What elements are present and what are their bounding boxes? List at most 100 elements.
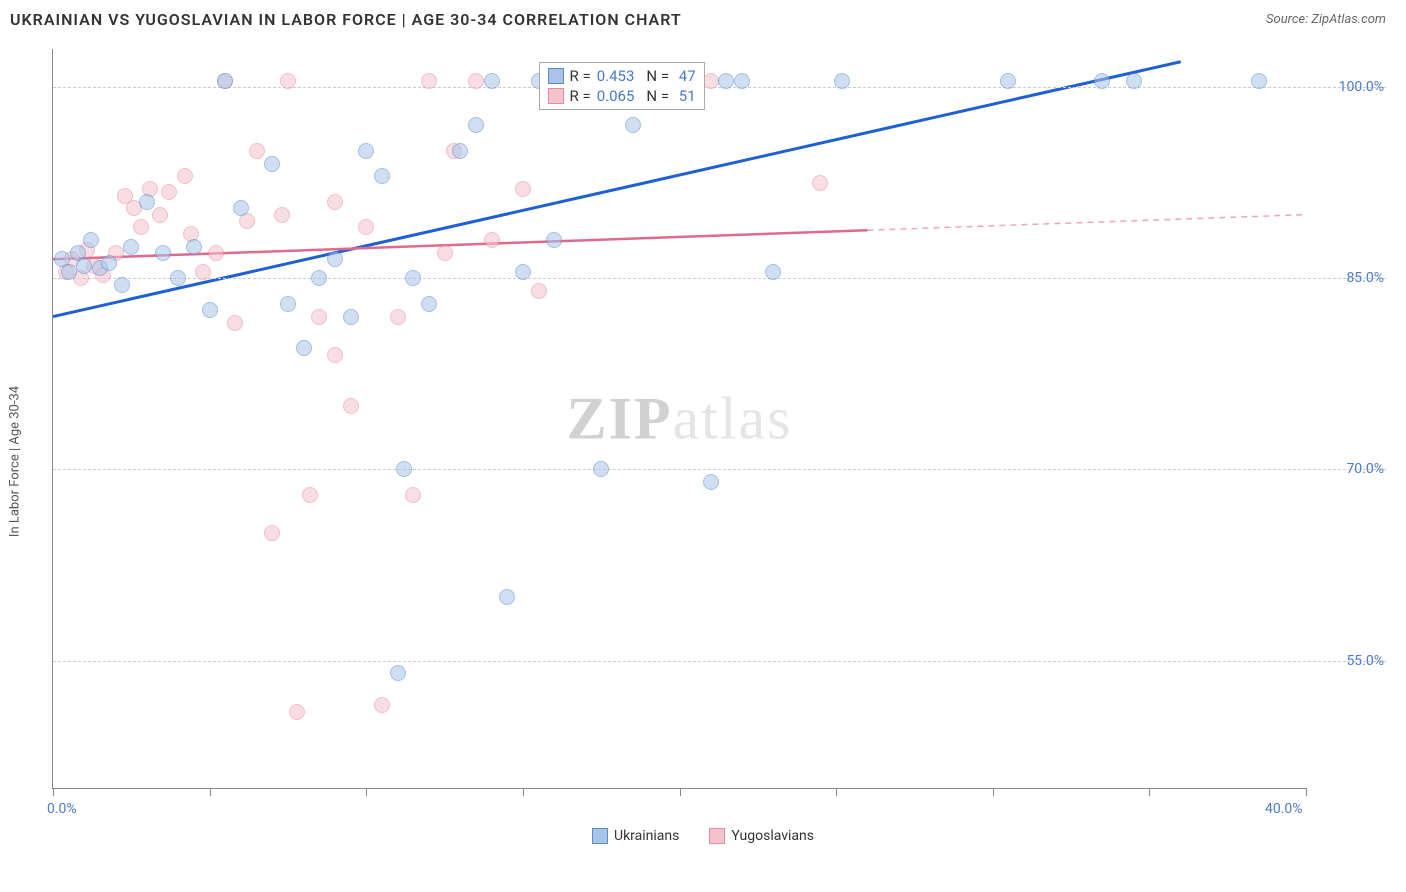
y-tick-label: 55.0% bbox=[1346, 653, 1384, 669]
n-value: 47 bbox=[675, 67, 696, 85]
scatter-point bbox=[421, 296, 437, 312]
scatter-point bbox=[61, 264, 77, 280]
scatter-point bbox=[123, 239, 139, 255]
x-tick bbox=[836, 788, 837, 796]
scatter-point bbox=[703, 474, 719, 490]
x-axis-label: 0.0% bbox=[47, 801, 77, 817]
scatter-point bbox=[515, 264, 531, 280]
scatter-point bbox=[133, 219, 149, 235]
scatter-point bbox=[531, 283, 547, 299]
scatter-point bbox=[1094, 73, 1110, 89]
x-tick bbox=[993, 788, 994, 796]
scatter-point bbox=[217, 73, 233, 89]
scatter-point bbox=[546, 232, 562, 248]
gridline-h bbox=[53, 661, 1386, 662]
scatter-point bbox=[421, 73, 437, 89]
scatter-point bbox=[484, 232, 500, 248]
x-tick bbox=[53, 788, 54, 796]
n-value: 51 bbox=[675, 87, 696, 105]
x-tick bbox=[1149, 788, 1150, 796]
x-axis-label: 40.0% bbox=[1265, 801, 1303, 817]
scatter-point bbox=[484, 73, 500, 89]
scatter-point bbox=[186, 239, 202, 255]
x-tick bbox=[210, 788, 211, 796]
scatter-point bbox=[264, 525, 280, 541]
legend-swatch bbox=[709, 828, 725, 844]
legend-swatch bbox=[548, 68, 564, 84]
scatter-point bbox=[405, 270, 421, 286]
scatter-point bbox=[515, 181, 531, 197]
scatter-point bbox=[311, 270, 327, 286]
legend-swatch bbox=[592, 828, 608, 844]
scatter-point bbox=[834, 73, 850, 89]
scatter-point bbox=[249, 143, 265, 159]
scatter-point bbox=[468, 73, 484, 89]
scatter-point bbox=[1000, 73, 1016, 89]
plot-area: ZIPatlas 55.0%70.0%85.0%100.0% R = 0.453… bbox=[52, 49, 1306, 789]
y-tick-label: 85.0% bbox=[1346, 270, 1384, 286]
scatter-point bbox=[765, 264, 781, 280]
scatter-point bbox=[101, 255, 117, 271]
scatter-point bbox=[139, 194, 155, 210]
y-axis-label: In Labor Force | Age 30-34 bbox=[8, 386, 23, 537]
chart-container: In Labor Force | Age 30-34 ZIPatlas 55.0… bbox=[10, 39, 1396, 869]
n-label: N = bbox=[646, 67, 669, 85]
scatter-point bbox=[327, 251, 343, 267]
scatter-point bbox=[152, 207, 168, 223]
scatter-point bbox=[593, 461, 609, 477]
gridline-h bbox=[53, 469, 1386, 470]
scatter-point bbox=[1251, 73, 1267, 89]
scatter-point bbox=[468, 117, 484, 133]
correlation-row: R = 0.065 N = 51 bbox=[548, 87, 696, 105]
x-tick bbox=[523, 788, 524, 796]
scatter-point bbox=[289, 704, 305, 720]
correlation-row: R = 0.453 N = 47 bbox=[548, 67, 696, 85]
scatter-point bbox=[358, 143, 374, 159]
scatter-point bbox=[177, 168, 193, 184]
r-value: 0.453 bbox=[597, 67, 635, 85]
y-tick-label: 70.0% bbox=[1346, 461, 1384, 477]
scatter-point bbox=[396, 461, 412, 477]
scatter-point bbox=[302, 487, 318, 503]
x-tick bbox=[1306, 788, 1307, 796]
scatter-point bbox=[327, 194, 343, 210]
scatter-point bbox=[390, 309, 406, 325]
x-tick bbox=[680, 788, 681, 796]
scatter-point bbox=[208, 245, 224, 261]
scatter-point bbox=[374, 168, 390, 184]
r-label: R = bbox=[570, 87, 591, 105]
y-tick-label: 100.0% bbox=[1339, 79, 1384, 95]
scatter-point bbox=[76, 258, 92, 274]
scatter-point bbox=[358, 219, 374, 235]
x-tick bbox=[366, 788, 367, 796]
scatter-point bbox=[390, 665, 406, 681]
scatter-point bbox=[499, 589, 515, 605]
scatter-point bbox=[155, 245, 171, 261]
bottom-legend: UkrainiansYugoslavians bbox=[592, 828, 814, 844]
scatter-point bbox=[703, 73, 719, 89]
scatter-point bbox=[437, 245, 453, 261]
scatter-point bbox=[233, 200, 249, 216]
scatter-point bbox=[227, 315, 243, 331]
scatter-point bbox=[274, 207, 290, 223]
scatter-point bbox=[202, 302, 218, 318]
scatter-point bbox=[1126, 73, 1142, 89]
scatter-point bbox=[718, 73, 734, 89]
legend-swatch bbox=[548, 88, 564, 104]
scatter-point bbox=[83, 232, 99, 248]
scatter-point bbox=[405, 487, 421, 503]
scatter-point bbox=[296, 340, 312, 356]
legend-item: Yugoslavians bbox=[709, 828, 814, 844]
scatter-point bbox=[734, 73, 750, 89]
scatter-point bbox=[343, 309, 359, 325]
scatter-point bbox=[195, 264, 211, 280]
scatter-point bbox=[343, 398, 359, 414]
scatter-point bbox=[280, 296, 296, 312]
correlation-box: R = 0.453 N = 47 R = 0.065 N = 51 bbox=[539, 62, 705, 110]
legend-label: Yugoslavians bbox=[731, 828, 814, 844]
scatter-point bbox=[452, 143, 468, 159]
chart-header: UKRAINIAN VS YUGOSLAVIAN IN LABOR FORCE … bbox=[0, 0, 1406, 39]
scatter-point bbox=[114, 277, 130, 293]
gridline-h bbox=[53, 278, 1386, 279]
scatter-point bbox=[161, 184, 177, 200]
